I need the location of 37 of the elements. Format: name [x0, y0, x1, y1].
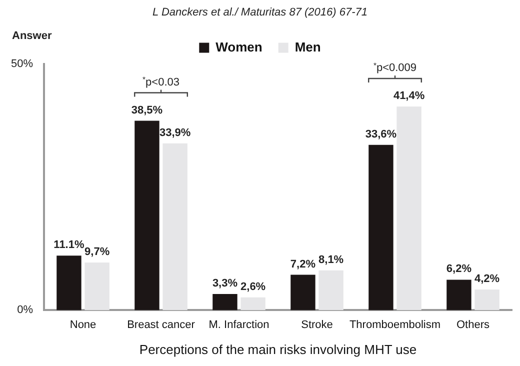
data-label: 11.1%: [54, 239, 84, 252]
data-label: 8,1%: [318, 254, 344, 266]
bar: [396, 106, 422, 310]
bar: [84, 262, 110, 310]
x-tick-label: Thromboembolism: [349, 318, 441, 331]
data-label: 33,6%: [365, 128, 397, 140]
x-tick-label: M. Infarction: [208, 318, 270, 331]
bar: [290, 274, 316, 310]
bar: [368, 144, 394, 310]
bar: [446, 280, 472, 310]
data-label: 4,2%: [474, 273, 500, 286]
legend-label: Women: [216, 39, 262, 54]
y-tick-label: 50%: [10, 58, 34, 70]
bar: [240, 297, 266, 310]
x-tick-label: Others: [456, 318, 490, 331]
data-label: 41,4%: [393, 90, 425, 102]
data-label: 38,5%: [131, 104, 163, 116]
bar: [56, 256, 82, 310]
chart-title: L Danckers et al./ Maturitas 87 (2016) 67-71: [152, 6, 368, 19]
bar: [134, 120, 160, 310]
bar: [162, 143, 188, 310]
legend-label: Men: [294, 39, 321, 54]
x-tick-label: Stroke: [301, 318, 333, 331]
y-axis-title: Answer: [12, 30, 52, 42]
data-label: 7,2%: [290, 258, 316, 270]
bar: [212, 294, 238, 310]
data-label: 33,9%: [159, 126, 191, 139]
data-label: 3,3%: [212, 277, 238, 290]
data-label: 2,6%: [240, 280, 266, 293]
x-tick-label: Breast cancer: [127, 318, 196, 331]
bar: [318, 270, 344, 310]
x-axis-title: Perceptions of the main risks involving MHT use: [139, 342, 417, 357]
data-label: 9,7%: [84, 246, 110, 258]
y-tick-label: 0%: [17, 304, 34, 316]
data-label: 6,2%: [446, 263, 472, 276]
x-tick-label: None: [70, 318, 96, 331]
bar: [474, 290, 500, 310]
